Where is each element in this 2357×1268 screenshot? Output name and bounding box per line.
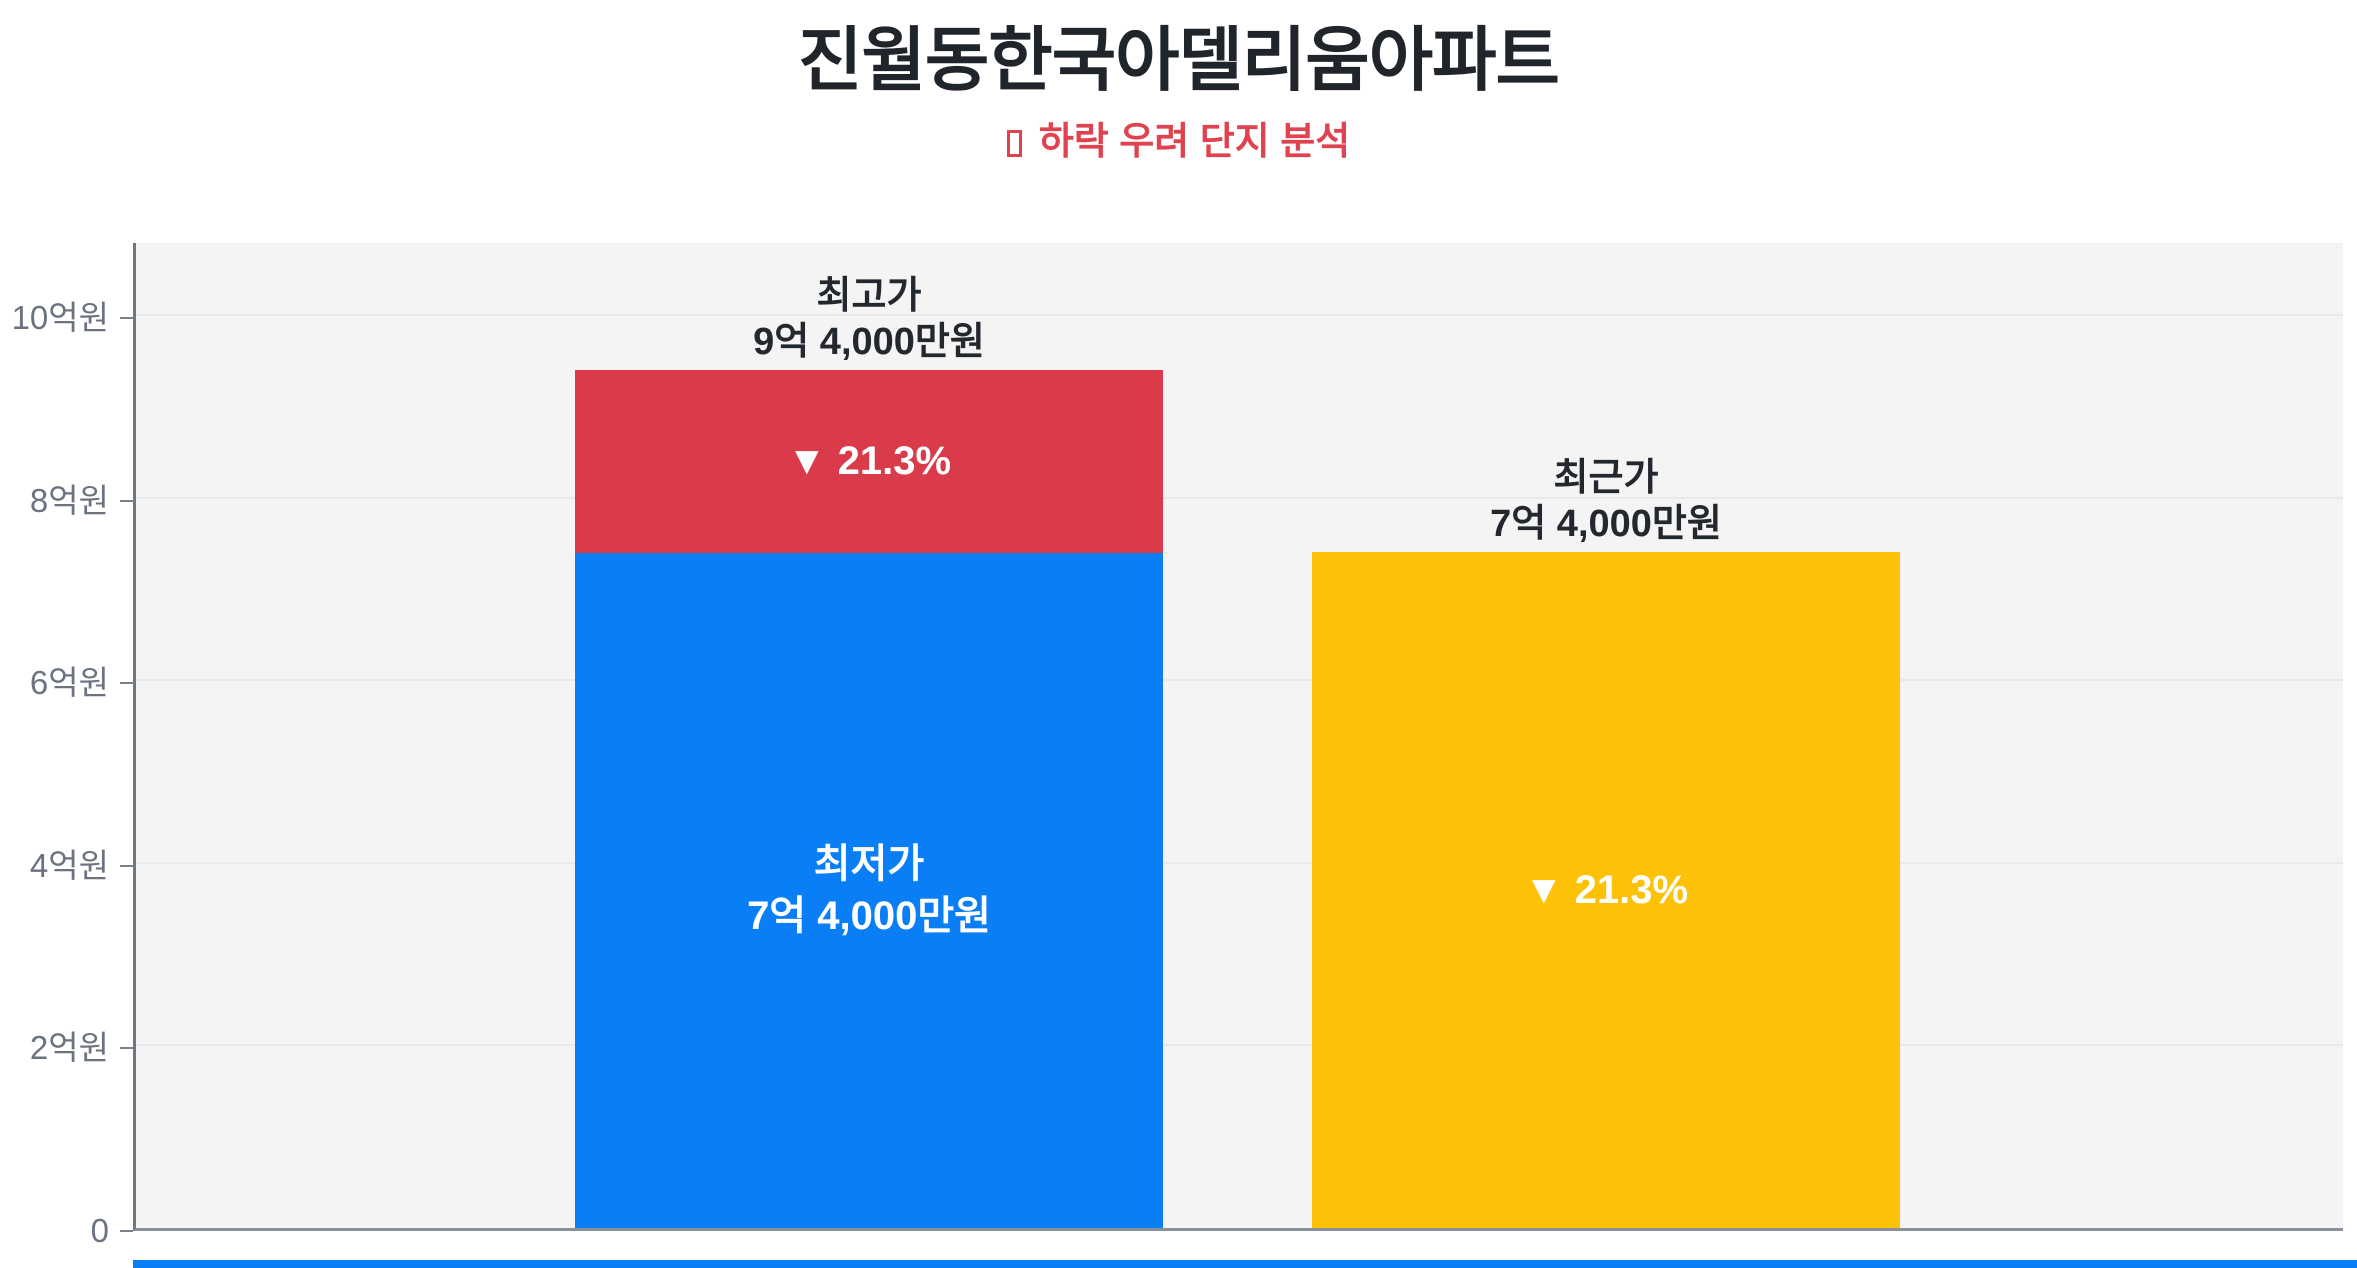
y-tick-label: 0 [90, 1212, 109, 1249]
gridlines [136, 243, 2343, 1228]
plot-area: 최고가 9억 4,000만원 최저가 7억 4,000만원 ▼ 21.3% 최근… [133, 243, 2343, 1231]
annotation-label: 최고가 [816, 275, 922, 317]
y-tick-mark [120, 682, 133, 685]
gridline [136, 313, 2343, 316]
y-tick-mark [120, 1230, 133, 1232]
y-tick-mark [120, 864, 133, 867]
box-glyph-icon [1006, 130, 1022, 157]
y-tick-mark [120, 316, 133, 319]
gridline [136, 679, 2343, 682]
bar-highest-vs-lowest: 최고가 9억 4,000만원 최저가 7억 4,000만원 ▼ 21.3% [575, 275, 1163, 1228]
y-axis: 0 2억원 4억원 6억원 8억원 10억원 [0, 243, 133, 1249]
segment-label: 최저가 7억 4,000만원 [747, 838, 991, 942]
drop-percent-label: ▼ 21.3% [786, 439, 952, 484]
annotation-value: 7억 4,000만원 [1490, 503, 1722, 545]
segment-lowest-price: 최저가 7억 4,000만원 [575, 552, 1163, 1228]
y-tick-mark [120, 499, 133, 502]
drop-percent-label: ▼ 21.3% [1523, 868, 1689, 912]
bar-annotation-highest: 최고가 9억 4,000만원 [575, 273, 1163, 370]
segment-label-value: 7억 4,000만원 [747, 894, 991, 939]
chart-subtitle-text: 하락 우려 단지 분석 [1038, 121, 1351, 163]
segment-drop-percent: ▼ 21.3% [575, 370, 1163, 553]
y-tick-label: 6억원 [29, 664, 109, 702]
bar-recent-price: 최근가 7억 4,000만원 ▼ 21.3% [1312, 457, 1900, 1228]
gridline [136, 861, 2343, 864]
segment-recent-price: ▼ 21.3% [1312, 552, 1900, 1228]
annotation-label: 최근가 [1553, 457, 1659, 499]
bar-annotation-recent: 최근가 7억 4,000만원 [1312, 455, 1900, 552]
y-tick-mark [120, 1047, 133, 1050]
y-tick-label: 2억원 [29, 1029, 109, 1067]
chart-subtitle: 하락 우려 단지 분석 [0, 110, 2357, 165]
segment-label-name: 최저가 [813, 842, 925, 887]
y-tick-label: 4억원 [29, 846, 109, 884]
y-tick-label: 10억원 [11, 298, 109, 336]
page-title: 진월동한국아델리움아파트 [798, 21, 1560, 99]
y-tick-label: 8억원 [29, 481, 109, 519]
gridline [136, 496, 2343, 499]
bottom-accent-strip [133, 1260, 2357, 1268]
gridline [136, 1044, 2343, 1047]
annotation-value: 9억 4,000만원 [753, 321, 985, 363]
